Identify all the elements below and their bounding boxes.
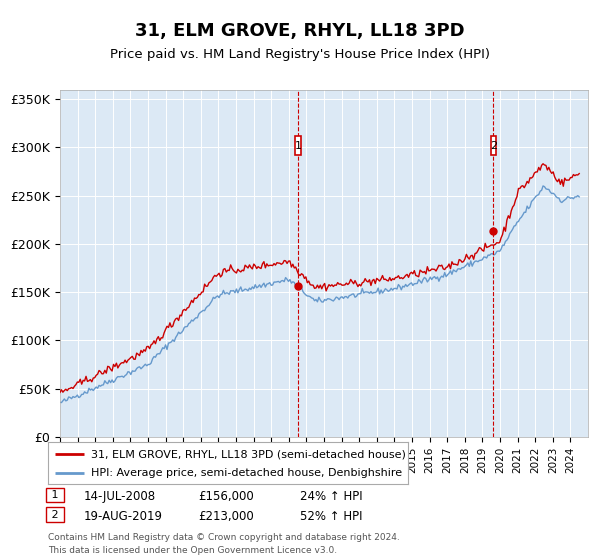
Text: HPI: Average price, semi-detached house, Denbighshire: HPI: Average price, semi-detached house,… <box>91 468 403 478</box>
Bar <box>295 136 301 155</box>
Text: 24% ↑ HPI: 24% ↑ HPI <box>300 490 362 503</box>
Text: 2: 2 <box>490 141 497 151</box>
Text: 52% ↑ HPI: 52% ↑ HPI <box>300 510 362 522</box>
Text: 2: 2 <box>48 510 62 520</box>
Text: This data is licensed under the Open Government Licence v3.0.: This data is licensed under the Open Gov… <box>48 546 337 555</box>
Text: 19-AUG-2019: 19-AUG-2019 <box>84 510 163 522</box>
Text: £156,000: £156,000 <box>198 490 254 503</box>
Text: £213,000: £213,000 <box>198 510 254 522</box>
Text: 14-JUL-2008: 14-JUL-2008 <box>84 490 156 503</box>
Bar <box>491 136 496 155</box>
Text: 31, ELM GROVE, RHYL, LL18 3PD (semi-detached house): 31, ELM GROVE, RHYL, LL18 3PD (semi-deta… <box>91 449 406 459</box>
Text: 31, ELM GROVE, RHYL, LL18 3PD: 31, ELM GROVE, RHYL, LL18 3PD <box>135 22 465 40</box>
Text: Contains HM Land Registry data © Crown copyright and database right 2024.: Contains HM Land Registry data © Crown c… <box>48 533 400 542</box>
Text: 1: 1 <box>48 490 62 500</box>
Text: 1: 1 <box>295 141 302 151</box>
Text: Price paid vs. HM Land Registry's House Price Index (HPI): Price paid vs. HM Land Registry's House … <box>110 48 490 60</box>
